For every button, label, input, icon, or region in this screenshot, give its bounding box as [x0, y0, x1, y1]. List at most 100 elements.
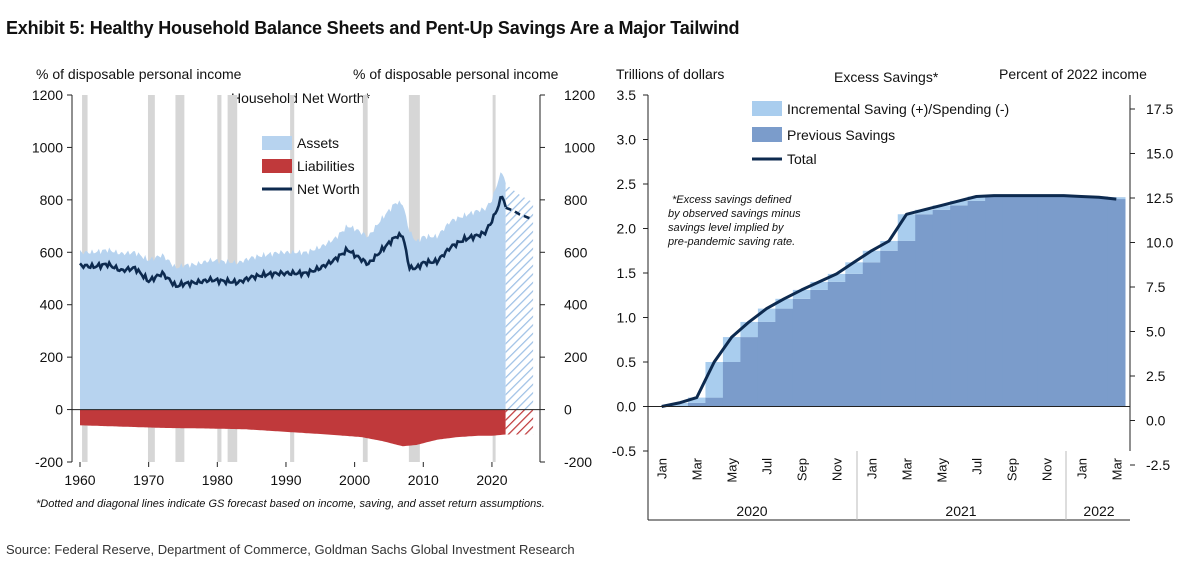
right-y-tick-label: 600: [564, 244, 588, 260]
incremental-saving-bar: [862, 250, 881, 263]
previous-savings-bar: [967, 200, 986, 407]
percent-tick-label: 2.5: [1146, 368, 1166, 384]
right-y-tick-label: 400: [564, 297, 588, 313]
trillions-tick-label: 3.5: [617, 87, 637, 103]
previous-savings-bar: [775, 308, 794, 407]
percent-tick-label: 12.5: [1146, 190, 1173, 206]
left-y-tick-label: 1200: [32, 87, 63, 103]
previous-savings-bar: [687, 402, 706, 407]
incremental-saving-bar: [670, 402, 689, 407]
right-y-tick-label: 0: [564, 402, 572, 418]
previous-savings-bar: [1002, 195, 1021, 407]
right-y-tick-label: 200: [564, 349, 588, 365]
previous-savings-bar: [740, 337, 759, 407]
x-tick-label: 1960: [64, 472, 95, 488]
legend-previous-swatch: [752, 127, 782, 142]
month-label: May: [934, 458, 949, 483]
x-tick-label: 2020: [476, 472, 507, 488]
x-tick-label: 2000: [339, 472, 370, 488]
previous-savings-bar: [1037, 196, 1056, 407]
month-label: Nov: [1039, 458, 1054, 482]
trillions-tick-label: 0.0: [617, 399, 637, 415]
trillions-tick-label: 0.5: [617, 354, 637, 370]
incremental-saving-bar: [687, 397, 706, 403]
trillions-tick-label: -0.5: [612, 443, 636, 459]
legend-incremental-swatch: [752, 101, 782, 116]
incremental-saving-bar: [897, 214, 916, 241]
month-label: Mar: [900, 457, 915, 480]
x-tick-label: 2010: [408, 472, 439, 488]
previous-savings-bar: [932, 209, 951, 407]
year-labels: 2020 2021 2022: [736, 503, 1114, 519]
incremental-saving-bar: [757, 308, 776, 322]
legend-previous-label: Previous Savings: [787, 127, 895, 143]
left-y-tick-label: 600: [40, 244, 64, 260]
assets-forecast-area: [505, 184, 534, 410]
liabilities-forecast-area: [505, 409, 534, 435]
excess-savings-chart: Trillions of dollars Excess Savings* Per…: [612, 66, 1173, 521]
previous-savings-bar: [792, 298, 811, 407]
previous-savings-bar: [1072, 195, 1091, 407]
trillions-axis-label: Trillions of dollars: [616, 66, 724, 82]
incremental-saving-bar: [705, 362, 724, 398]
x-tick-label: 1980: [202, 472, 233, 488]
month-label: Jan: [865, 458, 880, 479]
percent-tick-label: 0.0: [1146, 413, 1166, 429]
x-tick-label: 1970: [133, 472, 164, 488]
trillions-tick-label: 3.0: [617, 132, 637, 148]
left-y-ticks: 1200 1200 1000 1000 800 800 600 600 400 400 200 200…: [32, 87, 596, 470]
incremental-saving-bar: [792, 289, 811, 299]
previous-savings-bar: [1020, 195, 1039, 407]
month-label: Sep: [795, 458, 810, 481]
right-y-tick-label: 1000: [564, 139, 595, 155]
net-worth-line: [79, 195, 507, 290]
excess-savings-legend: Incremental Saving (+)/Spending (-) Prev…: [752, 101, 1009, 167]
incremental-saving-bar: [950, 200, 969, 206]
annotation-line-1: *Excess savings defined: [672, 194, 792, 206]
left-y-tick-label: 800: [40, 192, 64, 208]
month-labels: Jan Mar May Jul Sep Nov Jan Mar May Jul Sep Nov Jan M…: [655, 457, 1125, 482]
percent-tick-label: 15.0: [1146, 146, 1173, 162]
previous-savings-bar: [1107, 197, 1126, 407]
percent-tick-label: 10.0: [1146, 235, 1173, 251]
trillions-tick-label: 1.0: [617, 310, 637, 326]
percent-tick-label: 7.5: [1146, 279, 1166, 295]
annotation-line-2: by observed savings minus: [668, 208, 801, 220]
previous-savings-bar: [862, 262, 881, 407]
previous-savings-bar: [1055, 195, 1074, 407]
annotation-line-3: savings level implied by: [668, 222, 785, 234]
forecast-footnote: *Dotted and diagonal lines indicate GS f…: [36, 498, 545, 510]
legend-assets-swatch: [262, 136, 292, 150]
legend-incremental-label: Incremental Saving (+)/Spending (-): [787, 101, 1009, 117]
percent-tick-label: 5.0: [1146, 324, 1166, 340]
percent-ticks: 17.5 15.0 12.5 10.0 7.5 5.0 2.5 0.0 -2.5: [1130, 101, 1173, 473]
net-worth-chart-title: Household Net Worth*: [231, 90, 371, 106]
year-label: 2021: [945, 503, 976, 519]
left-y-tick-label: 400: [40, 297, 64, 313]
incremental-saving-bar: [740, 321, 759, 338]
left-y-tick-label: 200: [40, 349, 64, 365]
exhibit-title: Exhibit 5: Healthy Household Balance She…: [6, 18, 740, 38]
x-tick-label: 1990: [270, 472, 301, 488]
incremental-saving-bar: [1107, 197, 1126, 200]
month-label: Jan: [655, 458, 670, 479]
percent-income-axis-label: Percent of 2022 income: [999, 66, 1147, 82]
incremental-saving-bar: [827, 273, 846, 282]
legend-assets-label: Assets: [297, 135, 339, 151]
month-label: Mar: [690, 457, 705, 480]
incremental-saving-bar: [967, 196, 986, 201]
legend-liabilities-swatch: [262, 159, 292, 173]
previous-savings-bar: [985, 196, 1004, 407]
legend-total-label: Total: [787, 151, 817, 167]
right-y-tick-label: 800: [564, 192, 588, 208]
previous-savings-bar: [757, 321, 776, 407]
previous-savings-bar: [827, 281, 846, 407]
annotation-line-4: pre-pandemic saving rate.: [667, 236, 795, 248]
excess-savings-annotation: *Excess savings defined by observed savi…: [667, 194, 801, 248]
year-label: 2022: [1083, 503, 1114, 519]
previous-savings-bar: [880, 250, 899, 407]
net-worth-forecast-line: [505, 206, 534, 221]
total-savings-line: [661, 194, 1117, 408]
percent-tick-label: 17.5: [1146, 101, 1173, 117]
